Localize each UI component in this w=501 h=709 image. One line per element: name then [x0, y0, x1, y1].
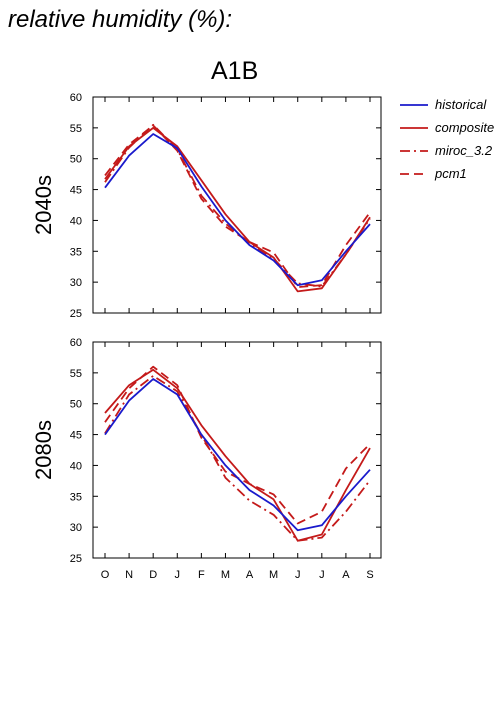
y-tick-label: 35 — [70, 491, 82, 503]
y-tick-label: 35 — [70, 246, 82, 258]
x-tick-label: O — [101, 569, 110, 581]
legend-label: composite — [435, 120, 494, 135]
x-tick-label: F — [198, 569, 205, 581]
x-tick-label: S — [366, 569, 373, 581]
x-tick-label: M — [221, 569, 230, 581]
x-tick-label: N — [125, 569, 133, 581]
series-line-composite — [104, 368, 371, 542]
y-tick-label: 45 — [70, 185, 82, 197]
x-tick-label: J — [175, 569, 181, 581]
plot-frame — [92, 341, 382, 559]
legend-label: miroc_3.2 — [435, 143, 493, 158]
legend-label: historical — [435, 97, 487, 112]
y-tick-label: 25 — [70, 553, 82, 565]
series-line-miroc-3-2 — [104, 123, 371, 288]
x-tick-label: J — [295, 569, 301, 581]
legend-label: pcm1 — [434, 166, 467, 181]
y-tick-label: 55 — [70, 123, 82, 135]
y-tick-label: 50 — [70, 154, 82, 166]
y-tick-label: 45 — [70, 430, 82, 442]
panel-label: 2040s — [31, 175, 56, 235]
y-tick-label: 30 — [70, 522, 82, 534]
x-tick-label: J — [319, 569, 325, 581]
x-tick-label: A — [342, 569, 350, 581]
y-tick-label: 50 — [70, 399, 82, 411]
x-tick-label: D — [149, 569, 157, 581]
series-line-historical — [104, 133, 371, 287]
series-line-composite — [104, 127, 371, 293]
y-tick-label: 60 — [70, 337, 82, 349]
y-tick-label: 40 — [70, 460, 82, 472]
panel-label: 2080s — [31, 420, 56, 480]
y-tick-label: 40 — [70, 215, 82, 227]
series-line-pcm1 — [104, 124, 371, 289]
x-tick-label: A — [246, 569, 254, 581]
plot-frame — [92, 96, 382, 314]
scenario-title: A1B — [211, 57, 259, 85]
y-tick-label: 55 — [70, 368, 82, 380]
y-tick-label: 60 — [70, 92, 82, 104]
y-tick-label: 30 — [70, 277, 82, 289]
series-line-pcm1 — [104, 365, 371, 525]
x-tick-label: M — [269, 569, 278, 581]
series-line-miroc-3-2 — [104, 374, 371, 542]
page-title: relative humidity (%): — [8, 6, 233, 33]
series-line-historical — [104, 378, 371, 532]
y-tick-label: 25 — [70, 308, 82, 320]
